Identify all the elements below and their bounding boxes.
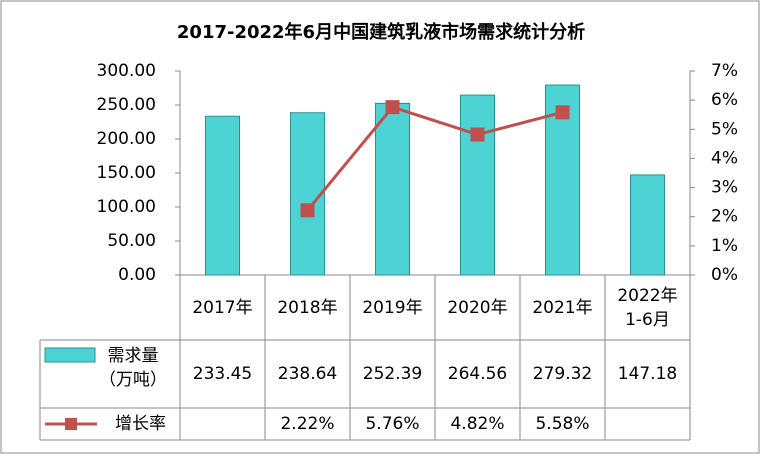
x-tick-label: 2019年 [362, 298, 422, 318]
y-tick-label: 0.00 [118, 265, 156, 285]
line-marker [555, 105, 570, 120]
y2-tick-label: 2% [711, 207, 738, 227]
x-tick-label: 2020年 [447, 298, 507, 318]
legend-swatch [44, 347, 96, 363]
table-value: 264.56 [448, 364, 507, 384]
table-value: 279.32 [533, 364, 592, 384]
table-value: 233.45 [193, 364, 252, 384]
bar [460, 94, 495, 276]
bar [630, 174, 665, 276]
table-value: 238.64 [278, 364, 337, 384]
x-tick-label: 2021年 [532, 298, 592, 318]
table-value: 5.76% [365, 414, 419, 434]
line-marker [470, 127, 485, 142]
y-tick-label: 50.00 [107, 231, 156, 251]
x-tick-label: 2018年 [277, 298, 337, 318]
y2-tick-label: 7% [711, 61, 738, 81]
bar [375, 102, 410, 276]
y-tick-label: 100.00 [97, 197, 156, 217]
legend-label: 增长率 [115, 414, 166, 434]
legend-label: 需求量（万吨） [99, 346, 167, 390]
y-tick-label: 250.00 [97, 95, 156, 115]
table-value: 252.39 [363, 364, 422, 384]
line [306, 105, 563, 212]
bar [290, 112, 325, 276]
table-value: 2.22% [280, 414, 334, 434]
y2-tick-label: 5% [711, 119, 738, 139]
table-value: 5.58% [535, 414, 589, 434]
y-tick-label: 200.00 [97, 129, 156, 149]
line-marker [300, 203, 315, 218]
y2-tick-label: 6% [711, 90, 738, 110]
y2-tick-label: 0% [711, 265, 738, 285]
y-tick-label: 150.00 [97, 163, 156, 183]
line-marker [385, 100, 400, 115]
y2-tick-label: 3% [711, 178, 738, 198]
chart-title: 2017-2022年6月中国建筑乳液市场需求统计分析 [177, 21, 585, 43]
y2-tick-label: 1% [711, 236, 738, 256]
x-tick-label: 2022年 1-6月 [617, 286, 677, 330]
y-tick-label: 300.00 [97, 61, 156, 81]
table-value: 4.82% [450, 414, 504, 434]
bar [205, 115, 240, 276]
x-tick-label: 2017年 [192, 298, 252, 318]
table-value: 147.18 [618, 364, 677, 384]
y2-tick-label: 4% [711, 148, 738, 168]
legend-marker [65, 418, 77, 430]
